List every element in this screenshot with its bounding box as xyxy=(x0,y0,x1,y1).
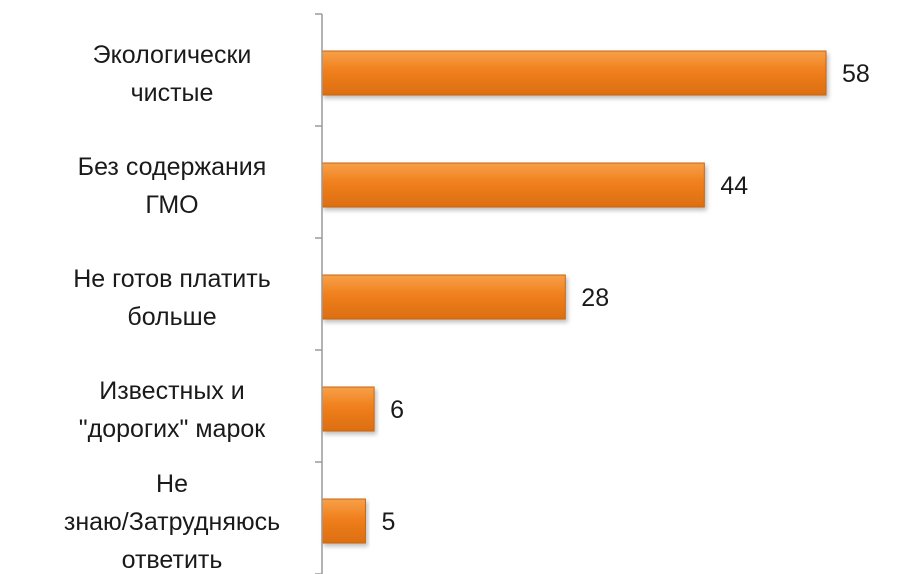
data-label-1: 58 xyxy=(842,60,870,88)
bar-4 xyxy=(321,386,375,432)
data-labels-group: 58 44 28 6 5 xyxy=(381,60,869,536)
data-label-2: 44 xyxy=(720,172,748,200)
category-label-3: Не готов платить больше xyxy=(73,265,271,331)
category-label-line: ответить xyxy=(122,546,223,574)
category-label-line: "дорогих" марок xyxy=(79,415,266,443)
y-axis xyxy=(315,13,323,574)
bar-2 xyxy=(321,162,705,208)
bar-3 xyxy=(321,274,566,320)
category-label-line: ГМО xyxy=(145,191,198,219)
category-label-line: Не готов платить xyxy=(73,265,271,293)
bar-5 xyxy=(321,498,366,544)
data-label-5: 5 xyxy=(381,508,395,536)
category-label-5: Не знаю/Затрудняюсь ответить xyxy=(64,470,280,574)
category-label-line: Без содержания xyxy=(78,153,267,181)
data-label-3: 28 xyxy=(581,284,609,312)
data-label-4: 6 xyxy=(390,396,404,424)
category-label-line: Экологически xyxy=(93,41,252,69)
category-label-1: Экологически чистые xyxy=(93,41,252,107)
category-label-line: Не xyxy=(156,470,188,498)
category-label-line: Известных и xyxy=(99,377,244,405)
category-label-line: знаю/Затрудняюсь xyxy=(64,508,280,536)
category-label-line: чистые xyxy=(131,79,214,107)
bars-group xyxy=(321,50,827,544)
category-labels-group: Экологически чистые Без содержания ГМО Не го… xyxy=(64,41,280,574)
category-label-4: Известных и "дорогих" марок xyxy=(79,377,266,443)
category-label-2: Без содержания ГМО xyxy=(78,153,267,219)
bar-1 xyxy=(321,50,827,96)
category-label-line: больше xyxy=(127,303,216,331)
